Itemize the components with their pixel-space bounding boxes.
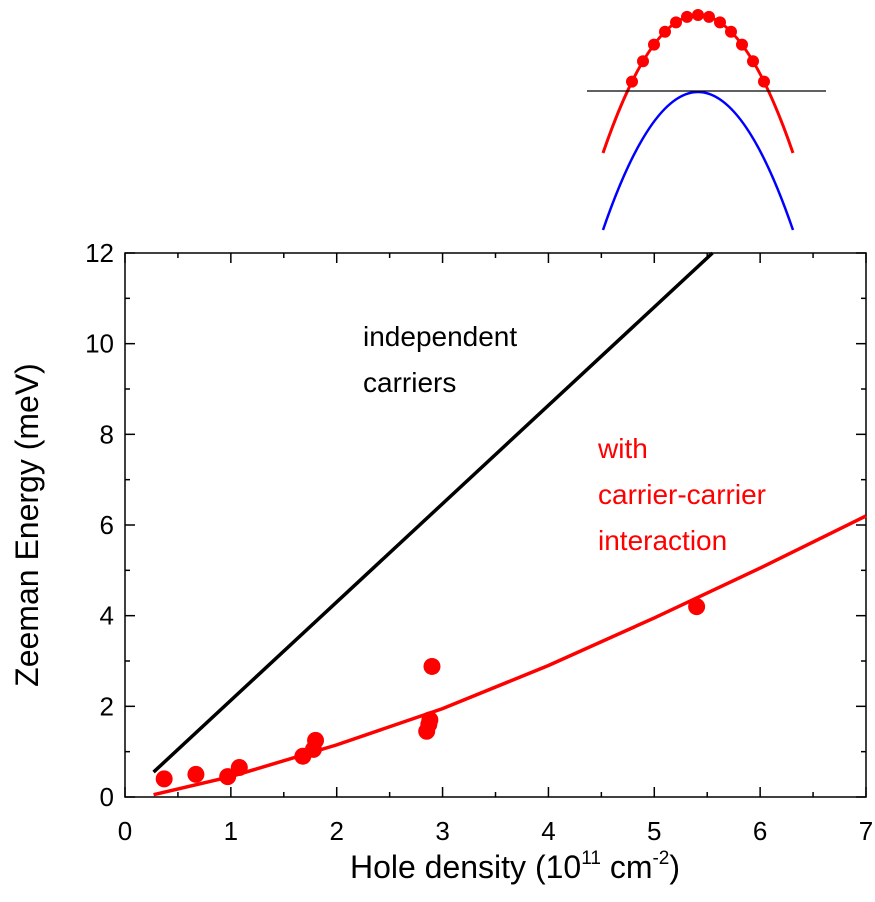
line	[152, 251, 714, 774]
x-tick-label: 5	[647, 816, 661, 846]
y-tick-label: 10	[85, 329, 114, 359]
inset-dot	[681, 10, 693, 23]
inset-band-diagram	[587, 9, 826, 231]
inset-dot	[637, 55, 649, 68]
annotation: carriers	[363, 367, 456, 398]
annotation: with	[597, 433, 648, 464]
x-tick-label: 6	[753, 816, 767, 846]
y-tick-label: 8	[100, 419, 114, 449]
inset-dots	[626, 9, 770, 88]
inset-dot	[648, 38, 660, 51]
x-tick-label: 4	[541, 816, 555, 846]
data-point	[155, 770, 173, 788]
x-tick-label: 3	[435, 816, 449, 846]
x-axis-label-sup: 11	[581, 848, 601, 869]
inset-dot	[736, 38, 748, 51]
inset-dot	[626, 75, 638, 88]
x-tick-label: 1	[224, 816, 238, 846]
inset-dot	[714, 16, 726, 29]
data-point	[187, 765, 205, 783]
inset-dot	[725, 25, 737, 38]
x-axis-label: Hole density (1011 cm-2)	[350, 848, 680, 885]
x-axis-label-part: )	[669, 849, 680, 885]
inset-lower-band	[601, 90, 795, 231]
y-tick-label: 6	[100, 510, 114, 540]
x-axis-label-part: Hole density (10	[350, 849, 581, 885]
y-tick-label: 2	[100, 691, 114, 721]
inset-dot	[703, 10, 715, 23]
inset-dot	[747, 55, 759, 68]
annotation: independent	[363, 321, 517, 352]
x-tick-label: 0	[118, 816, 132, 846]
y-tick-label: 12	[85, 238, 114, 268]
inset-dot	[758, 75, 770, 88]
y-tick-label: 4	[100, 601, 114, 631]
inset-dot	[692, 9, 704, 21]
data-point	[688, 598, 706, 616]
x-tick-label: 2	[329, 816, 343, 846]
x-axis-label-part: cm	[601, 849, 653, 885]
line	[153, 514, 867, 797]
y-tick-label: 0	[100, 782, 114, 812]
annotation: carrier-carrier	[598, 479, 766, 510]
inset-dot	[659, 25, 671, 38]
x-tick-label: 7	[859, 816, 873, 846]
annotation: interaction	[598, 525, 727, 556]
x-axis-label-sup: -2	[652, 848, 669, 869]
data-point	[307, 731, 325, 749]
y-axis-label: Zeeman Energy (meV)	[9, 363, 45, 687]
data-point	[423, 657, 441, 675]
inset-dot	[670, 16, 682, 29]
